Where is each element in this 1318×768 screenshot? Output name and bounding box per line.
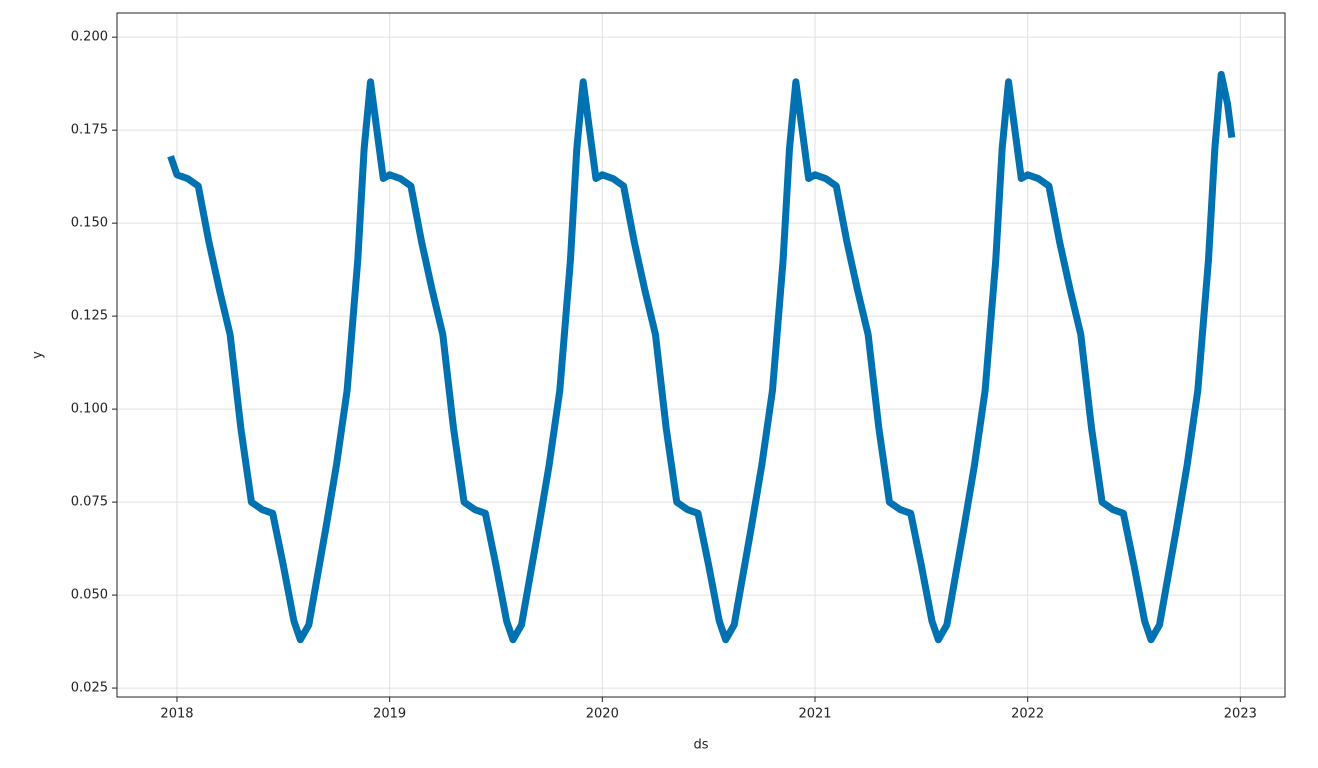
y-tick-label: 0.200: [71, 30, 108, 45]
x-axis-label: ds: [693, 738, 708, 753]
y-axis-label: y: [31, 351, 46, 359]
x-tick-label: 2020: [586, 707, 619, 722]
y-tick-label: 0.125: [71, 309, 108, 324]
x-tick-label: 2023: [1224, 707, 1257, 722]
x-tick-label: 2019: [373, 707, 406, 722]
y-tick-label: 0.100: [71, 402, 108, 417]
x-tick-label: 2022: [1011, 707, 1044, 722]
x-tick-label: 2021: [798, 707, 831, 722]
data-line: [167, 70, 1236, 644]
y-tick-label: 0.150: [71, 216, 108, 231]
plot-frame: [116, 12, 1286, 698]
y-tick-label: 0.025: [71, 681, 108, 696]
y-tick-label: 0.050: [71, 588, 108, 603]
y-tick-label: 0.075: [71, 495, 108, 510]
y-tick-label: 0.175: [71, 123, 108, 138]
x-tick-label: 2018: [160, 707, 193, 722]
